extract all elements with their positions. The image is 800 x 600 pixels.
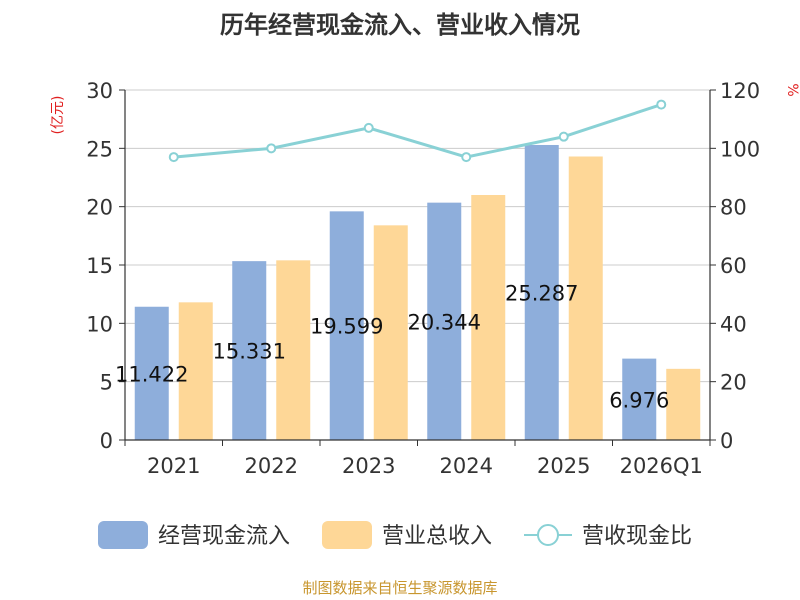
y-right-tick-label: 80 [720,196,747,220]
data-label: 11.422 [115,362,188,386]
line-point [558,131,569,142]
data-labels: 11.422 15.331 19.599 20.344 25.287 6.976 [115,281,669,412]
bar-revenue [471,195,506,440]
legend-swatch [98,521,148,549]
x-tick-label: 2021 [147,454,200,478]
data-label: 19.599 [310,315,383,339]
bar-cash-inflow [524,144,559,441]
legend: 经营现金流入 营业总收入 营收现金比 [98,521,692,549]
line-series-group [168,99,667,163]
data-label: 20.344 [408,310,481,334]
x-tick-label: 2023 [342,454,395,478]
bar-revenue [568,156,603,440]
bar-series-group [134,144,701,441]
bar-cash-inflow [427,202,462,440]
bar-cash-inflow [329,211,364,440]
bar-cash-inflow [622,358,657,440]
bar-revenue [666,368,701,440]
x-tick-label: 2022 [245,454,298,478]
y-left-tick-label: 25 [86,137,113,161]
y-left-tick-label: 5 [100,371,113,395]
legend-label: 营收现金比 [582,524,692,549]
line-point [461,152,472,163]
y-left-tick-label: 10 [86,312,113,336]
y-left-tick-label: 30 [86,79,113,103]
y-left-tick-label: 15 [86,254,113,278]
bar-cash-inflow [232,261,267,440]
legend-marker [537,524,559,546]
y-axis-left-label: (亿元) [50,96,66,135]
y-right-tick-label: 20 [720,371,747,395]
data-label: 25.287 [505,281,578,305]
legend-label: 经营现金流入 [158,524,290,549]
line-point [266,143,277,154]
line-point [656,99,667,110]
bar-cash-inflow [134,306,169,440]
y-left-tick-label: 0 [100,429,113,453]
bar-revenue [373,225,408,440]
line-point [168,152,179,163]
y-right-tick-label: 0 [720,429,733,453]
legend-label: 营业总收入 [382,524,492,549]
y-right-tick-label: 40 [720,312,747,336]
data-label: 15.331 [213,340,286,364]
bar-revenue [276,260,311,440]
x-tick-label: 2024 [440,454,493,478]
line-ratio [173,103,662,159]
x-tick-label: 2026Q1 [620,454,703,478]
y-right-tick-label: 100 [720,137,760,161]
line-point [363,122,374,133]
data-label: 6.976 [609,388,669,412]
source-footer: 制图数据来自恒生聚源数据库 [302,579,497,597]
grid-lines [125,89,710,441]
y-axis-right-label: % [784,83,800,96]
bar-revenue [178,302,213,440]
chart-title: 历年经营现金流入、营业收入情况 [220,11,580,39]
y-left-tick-label: 20 [86,196,113,220]
y-right-tick-label: 60 [720,254,747,278]
y-right-tick-label: 120 [720,79,760,103]
x-tick-label: 2025 [537,454,590,478]
legend-swatch [322,521,372,549]
